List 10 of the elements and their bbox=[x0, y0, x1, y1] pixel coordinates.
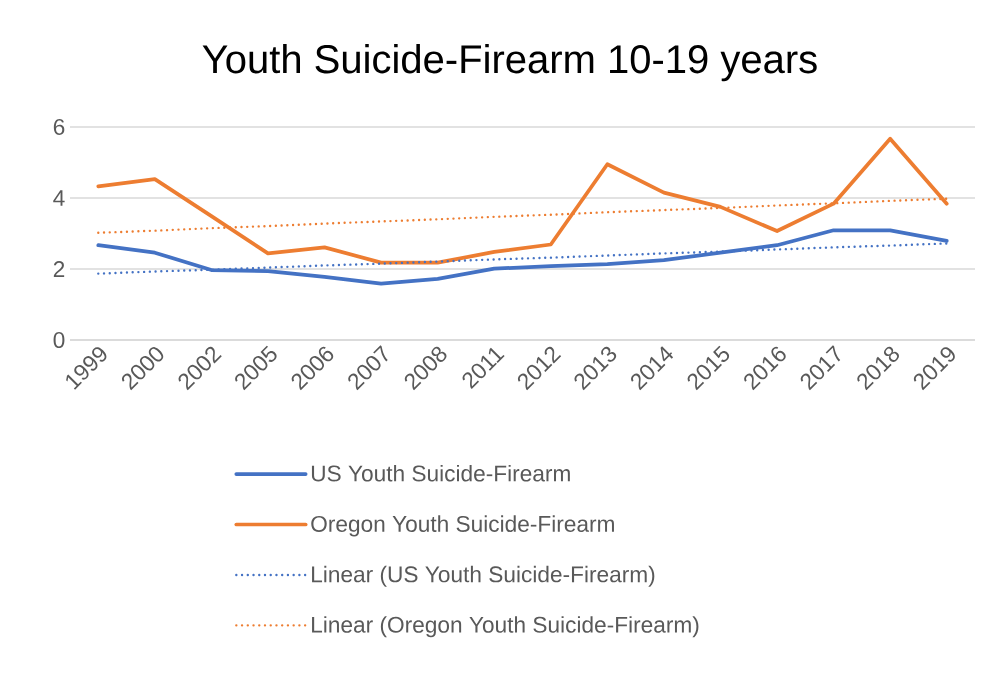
y-tick-label: 4 bbox=[53, 190, 65, 206]
chart-title: Youth Suicide-Firearm 10-19 years bbox=[202, 44, 817, 82]
y-tick-label: 2 bbox=[53, 261, 65, 277]
legend-label: Linear (Oregon Youth Suicide-Firearm) bbox=[312, 616, 699, 638]
legend-label: Linear (US Youth Suicide-Firearm) bbox=[312, 565, 655, 587]
legend-label: Oregon Youth Suicide-Firearm bbox=[311, 515, 614, 537]
y-tick-label: 0 bbox=[53, 331, 65, 349]
line-series bbox=[96, 136, 949, 265]
legend-label: US Youth Suicide-Firearm bbox=[311, 464, 570, 482]
y-tick-label: 6 bbox=[53, 118, 65, 136]
